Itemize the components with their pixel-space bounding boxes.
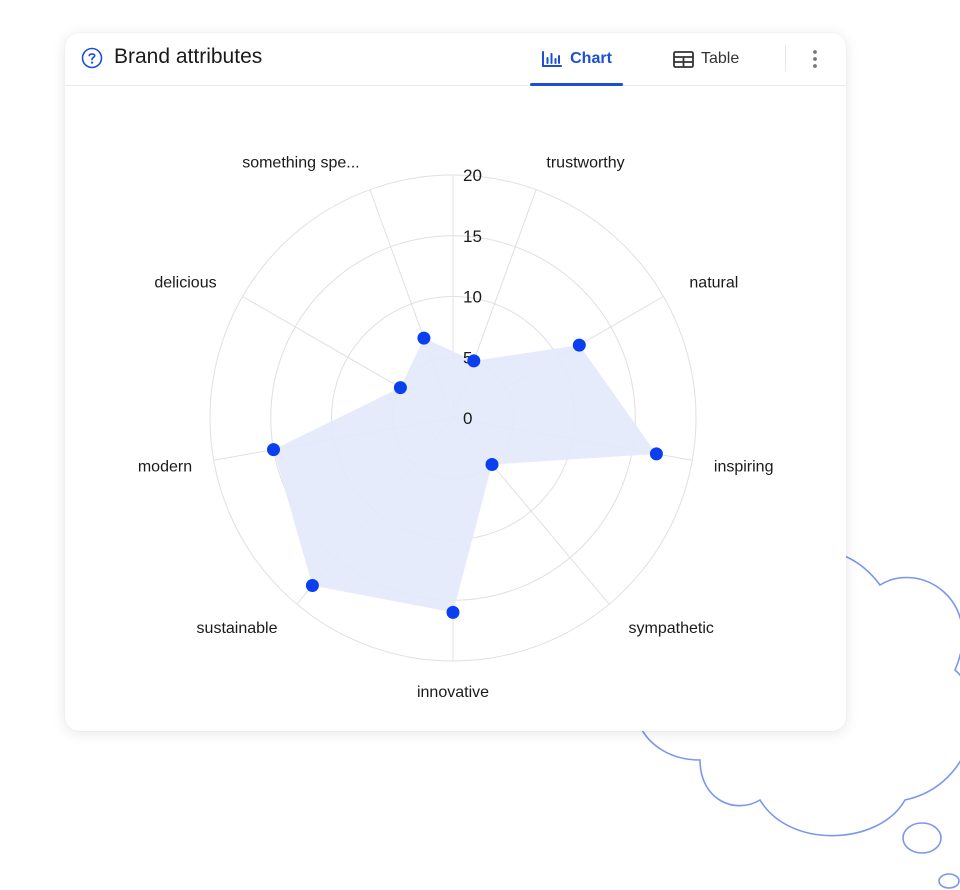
category-label: natural <box>689 275 738 292</box>
category-label: inspiring <box>714 458 774 475</box>
data-point <box>417 331 431 345</box>
tab-table[interactable]: Table <box>673 33 747 85</box>
data-point <box>305 579 319 592</box>
data-point <box>393 381 407 395</box>
category-label: sustainable <box>197 620 278 637</box>
data-point <box>446 605 460 619</box>
category-label: sympathetic <box>629 620 714 637</box>
table-icon <box>673 50 694 68</box>
category-label: modern <box>138 458 192 475</box>
data-point <box>267 443 280 457</box>
data-point <box>485 458 499 471</box>
data-point <box>572 338 586 352</box>
category-label: something spe... <box>242 155 359 172</box>
category-label: trustworthy <box>546 155 624 172</box>
header-divider <box>785 45 786 71</box>
question-circle-icon[interactable] <box>81 47 103 69</box>
category-label: innovative <box>417 684 489 701</box>
series-area <box>273 338 657 613</box>
radial-tick-label: 10 <box>463 288 482 307</box>
category-label: delicious <box>154 275 216 292</box>
card-header: Brand attributes Chart <box>65 33 846 86</box>
bar-chart-icon <box>542 51 563 67</box>
tab-chart-label: Chart <box>570 50 612 67</box>
radial-tick-label: 5 <box>463 348 472 367</box>
card-title: Brand attributes <box>114 45 263 68</box>
tab-chart[interactable]: Chart <box>530 33 623 86</box>
radial-tick-label: 15 <box>463 227 482 246</box>
radial-tick-label: 0 <box>463 409 472 428</box>
more-vertical-icon[interactable] <box>805 47 825 71</box>
radar-chart: 0 5 10 15 20 trustworthy natural inspiring sympa… <box>138 155 774 702</box>
radial-tick-label: 20 <box>463 166 482 185</box>
tab-table-label: Table <box>701 50 740 67</box>
data-point <box>467 354 481 368</box>
brand-attributes-card: Brand attributes Chart <box>65 33 846 731</box>
data-point <box>649 447 663 461</box>
